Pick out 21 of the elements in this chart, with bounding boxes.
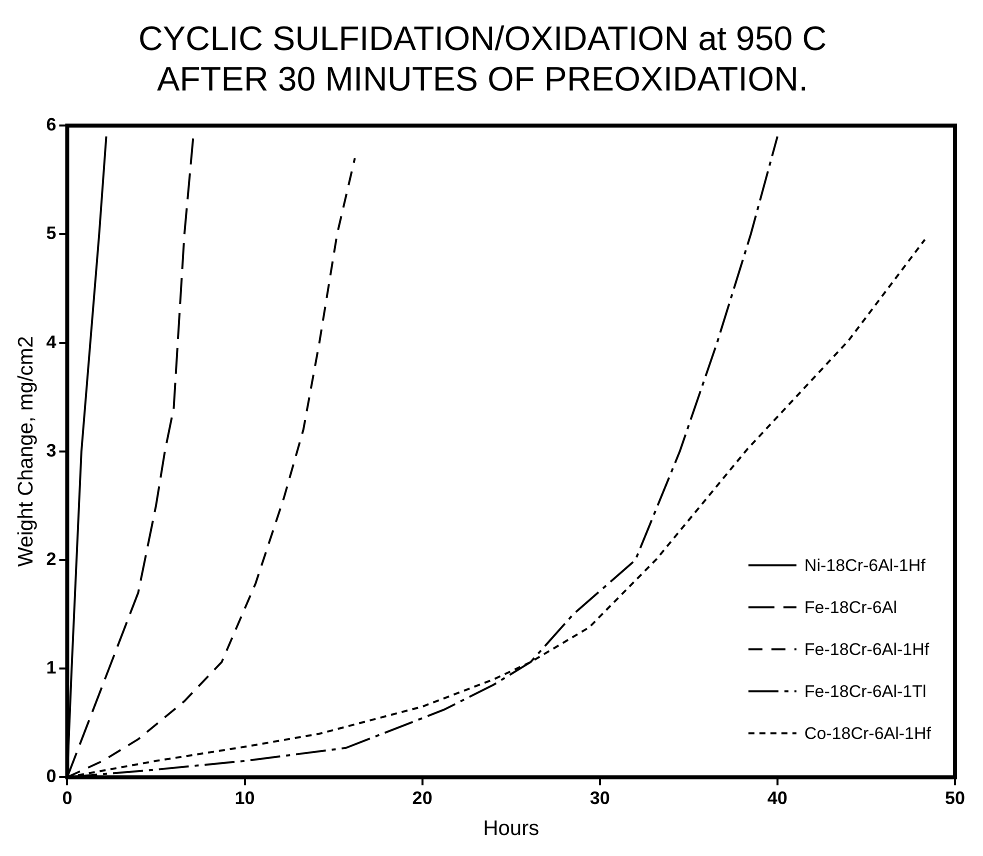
y-tick-label: 2 — [46, 548, 56, 569]
x-tick-label: 40 — [767, 788, 788, 808]
x-axis-title: Hours — [483, 817, 540, 840]
legend-label: Ni-18Cr-6Al-1Hf — [804, 556, 926, 576]
y-tick-label: 6 — [46, 114, 56, 135]
x-tick-label: 20 — [412, 788, 432, 808]
x-tick-label: 30 — [590, 788, 610, 808]
chart-title: CYCLIC SULFIDATION/OXIDATION at 950 C AFTER 30 MINUTES OF PREOXIDATION. — [138, 20, 827, 99]
legend-label: Fe-18Cr-6Al-1Tl — [804, 682, 926, 702]
y-tick-label: 4 — [46, 332, 56, 352]
y-tick-label: 0 — [46, 766, 56, 786]
x-tick-label: 50 — [944, 788, 966, 808]
x-tick-label: 0 — [62, 788, 72, 808]
y-tick-label: 5 — [46, 223, 56, 244]
legend-label: Fe-18Cr-6Al — [804, 598, 898, 618]
legend-label: Co-18Cr-6Al-1Hf — [804, 724, 932, 744]
legend-label: Fe-18Cr-6Al-1Hf — [804, 640, 930, 660]
y-tick-label: 1 — [46, 658, 56, 678]
x-tick-label: 10 — [234, 788, 255, 808]
y-axis-title: Weight Change, mg/cm2 — [14, 336, 38, 567]
y-tick-label: 3 — [46, 440, 56, 460]
